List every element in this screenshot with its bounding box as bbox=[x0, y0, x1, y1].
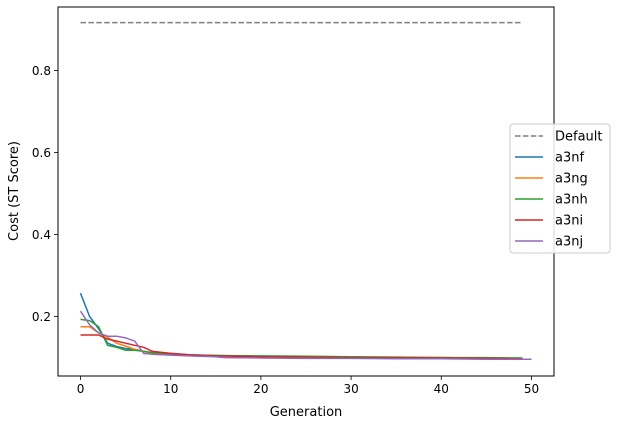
series-line-a3ni bbox=[80, 334, 523, 360]
legend-label-a3nh: a3nh bbox=[555, 193, 588, 208]
x-tick-label: 30 bbox=[343, 382, 358, 396]
series-layer bbox=[79, 21, 532, 360]
legend-label-a3ni: a3ni bbox=[555, 214, 583, 229]
series-line-a3nj bbox=[79, 310, 532, 360]
legend-label-a3ng: a3ng bbox=[555, 172, 588, 187]
x-tick-label: 50 bbox=[524, 382, 539, 396]
x-tick-label: 40 bbox=[434, 382, 449, 396]
y-tick-label: 0.4 bbox=[32, 228, 51, 242]
legend-label-a3nj: a3nj bbox=[555, 235, 583, 250]
series-line-a3nh bbox=[80, 318, 523, 359]
y-axis-label: Cost (ST Score) bbox=[7, 141, 22, 241]
x-tick-label: 10 bbox=[163, 382, 178, 396]
y-tick-label: 0.2 bbox=[32, 310, 51, 324]
legend-label-a3nf: a3nf bbox=[555, 151, 584, 166]
x-axis: 0 10 20 30 40 50 bbox=[77, 376, 539, 396]
legend-label-Default: Default bbox=[555, 130, 603, 145]
y-axis: 0.2 0.4 0.6 0.8 bbox=[32, 64, 58, 324]
plot-frame bbox=[57, 6, 555, 377]
x-tick-label: 20 bbox=[253, 382, 268, 396]
x-tick-label: 0 bbox=[77, 382, 85, 396]
x-axis-label: Generation bbox=[270, 405, 343, 420]
legend: Default a3nf a3ng a3nh a3ni a3nj bbox=[509, 123, 611, 254]
y-tick-label: 0.6 bbox=[32, 146, 51, 160]
y-tick-label: 0.8 bbox=[32, 64, 51, 78]
